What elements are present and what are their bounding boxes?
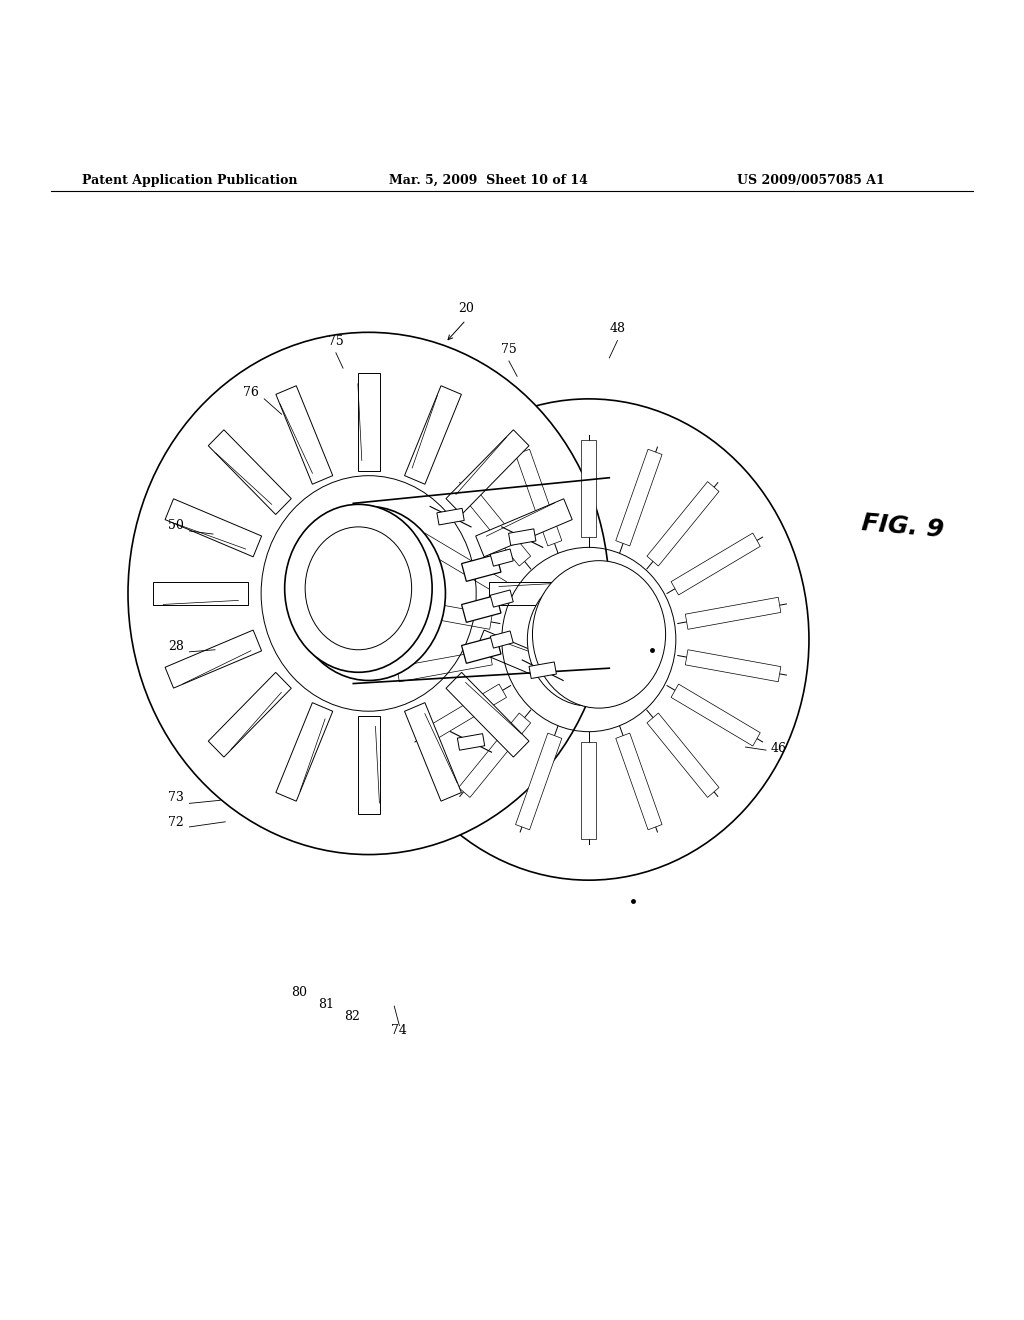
- Polygon shape: [418, 684, 507, 746]
- Polygon shape: [404, 702, 462, 801]
- Polygon shape: [647, 713, 719, 797]
- Polygon shape: [490, 590, 513, 607]
- Text: 46: 46: [770, 742, 786, 755]
- Polygon shape: [418, 533, 507, 595]
- Ellipse shape: [285, 504, 432, 672]
- Polygon shape: [515, 449, 562, 546]
- Polygon shape: [446, 430, 529, 515]
- Text: 28: 28: [168, 640, 184, 653]
- Polygon shape: [462, 636, 501, 664]
- Polygon shape: [529, 661, 556, 678]
- Text: 80: 80: [291, 986, 307, 999]
- Polygon shape: [165, 499, 261, 557]
- Text: 74: 74: [391, 1024, 408, 1036]
- Polygon shape: [647, 482, 719, 566]
- Polygon shape: [396, 649, 493, 681]
- Polygon shape: [462, 595, 501, 622]
- Polygon shape: [671, 684, 760, 746]
- Polygon shape: [396, 597, 493, 630]
- FancyArrowPatch shape: [449, 322, 464, 339]
- Polygon shape: [490, 631, 513, 648]
- Polygon shape: [490, 549, 513, 566]
- Polygon shape: [489, 582, 585, 605]
- Text: Mar. 5, 2009  Sheet 10 of 14: Mar. 5, 2009 Sheet 10 of 14: [389, 174, 588, 186]
- Polygon shape: [458, 734, 484, 750]
- Text: US 2009/0057085 A1: US 2009/0057085 A1: [737, 174, 885, 186]
- Polygon shape: [615, 449, 663, 546]
- Text: 50: 50: [168, 519, 184, 532]
- Polygon shape: [462, 554, 501, 581]
- Polygon shape: [685, 597, 781, 630]
- Polygon shape: [437, 508, 464, 525]
- Polygon shape: [153, 582, 248, 605]
- Text: 73: 73: [168, 791, 184, 804]
- Polygon shape: [685, 649, 781, 681]
- Text: Patent Application Publication: Patent Application Publication: [82, 174, 297, 186]
- Polygon shape: [459, 482, 530, 566]
- Polygon shape: [357, 374, 380, 470]
- Polygon shape: [671, 533, 760, 595]
- Polygon shape: [476, 499, 572, 557]
- Polygon shape: [357, 717, 380, 813]
- Ellipse shape: [292, 507, 445, 681]
- Text: 20: 20: [458, 302, 474, 315]
- Text: 81: 81: [317, 998, 334, 1011]
- Polygon shape: [208, 672, 291, 758]
- Polygon shape: [275, 702, 333, 801]
- Text: 75: 75: [328, 334, 344, 347]
- Polygon shape: [509, 529, 536, 545]
- Text: 75: 75: [501, 343, 517, 356]
- Polygon shape: [446, 672, 529, 758]
- Ellipse shape: [527, 573, 650, 706]
- Ellipse shape: [369, 399, 809, 880]
- Text: FIG. 9: FIG. 9: [860, 511, 944, 543]
- Polygon shape: [459, 713, 530, 797]
- Ellipse shape: [532, 561, 666, 708]
- Polygon shape: [615, 733, 663, 830]
- Polygon shape: [404, 385, 462, 484]
- Polygon shape: [582, 440, 596, 537]
- Text: 72: 72: [168, 816, 184, 829]
- Polygon shape: [165, 630, 261, 688]
- Polygon shape: [275, 385, 333, 484]
- Polygon shape: [208, 430, 291, 515]
- Text: 76: 76: [243, 385, 259, 399]
- Ellipse shape: [128, 333, 609, 854]
- Polygon shape: [582, 742, 596, 840]
- Polygon shape: [476, 630, 572, 688]
- Text: 48: 48: [609, 322, 626, 335]
- Text: 82: 82: [344, 1010, 360, 1023]
- Polygon shape: [515, 733, 562, 830]
